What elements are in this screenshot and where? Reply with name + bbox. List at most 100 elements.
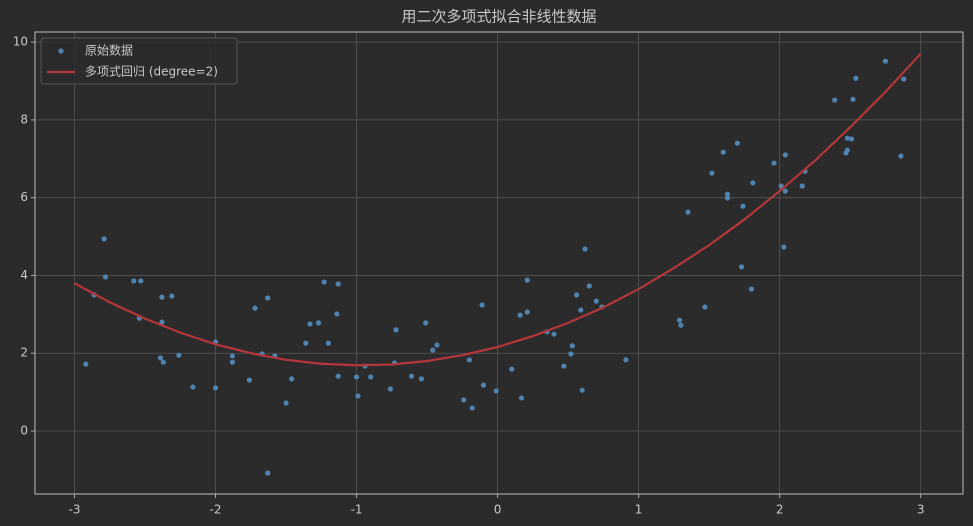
legend-marker [58, 48, 64, 54]
point [678, 322, 684, 328]
point [289, 376, 295, 382]
point [782, 152, 788, 158]
y-tick-label: 2 [20, 346, 28, 360]
point [138, 278, 144, 284]
legend-label: 原始数据 [85, 43, 133, 58]
chart-title: 用二次多项式拟合非线性数据 [401, 8, 596, 26]
point [157, 355, 164, 361]
point [702, 304, 708, 310]
plot-frame [34, 31, 964, 495]
point [423, 320, 429, 326]
point [720, 149, 726, 155]
point [685, 209, 691, 215]
point [551, 331, 557, 337]
fit-line [73, 53, 922, 367]
point [159, 294, 165, 300]
point [623, 357, 629, 363]
point [734, 140, 740, 146]
point [434, 342, 440, 348]
point [898, 153, 904, 159]
x-tick-label: 1 [635, 503, 643, 517]
point [131, 278, 137, 284]
point [321, 279, 327, 285]
point [832, 97, 838, 103]
point [480, 382, 487, 388]
x-tick-label: -1 [351, 503, 363, 517]
point [334, 311, 340, 317]
point [355, 393, 361, 399]
point [579, 387, 585, 393]
point [853, 75, 859, 81]
point [418, 376, 425, 382]
point [229, 353, 236, 359]
point [393, 327, 399, 333]
point [246, 377, 252, 383]
point [315, 320, 322, 326]
y-tick-label: 8 [20, 112, 28, 126]
point [740, 203, 746, 209]
point [190, 384, 196, 390]
x-tick-label: 2 [776, 503, 784, 517]
point [901, 76, 907, 82]
point [461, 397, 467, 403]
point [176, 352, 182, 358]
point [844, 135, 850, 141]
point [368, 374, 374, 380]
point [748, 286, 755, 292]
x-tick-label: 3 [917, 503, 925, 517]
point [568, 351, 574, 357]
point [335, 281, 341, 287]
point [169, 293, 175, 299]
point [517, 312, 523, 318]
point [159, 319, 165, 325]
point [781, 244, 787, 250]
point [848, 136, 855, 142]
point [561, 363, 567, 369]
legend-box [40, 37, 238, 85]
point [307, 321, 313, 327]
point [212, 385, 219, 391]
point [850, 96, 856, 102]
point [469, 405, 475, 411]
point [479, 302, 485, 308]
x-tick-label: -3 [69, 503, 81, 517]
point [408, 373, 415, 379]
y-tick-label: 6 [20, 190, 28, 204]
point [493, 388, 499, 394]
point [724, 195, 731, 201]
point [709, 170, 715, 176]
point [252, 305, 258, 311]
point [283, 400, 289, 406]
point [353, 374, 360, 380]
legend-label: 多项式回归 (degree=2) [85, 65, 218, 79]
point [882, 58, 889, 64]
point [578, 307, 584, 313]
point [586, 283, 592, 289]
point [750, 180, 756, 186]
point [771, 160, 777, 166]
point [518, 395, 525, 401]
point [573, 292, 580, 298]
point [582, 246, 588, 252]
point [593, 298, 599, 304]
point [102, 274, 109, 280]
point [101, 236, 107, 242]
point [466, 357, 472, 363]
point [265, 295, 271, 301]
point [387, 386, 394, 392]
point [303, 340, 309, 346]
point [782, 188, 788, 194]
x-tick-label: -2 [210, 503, 222, 517]
y-tick-label: 10 [13, 35, 28, 49]
point [229, 359, 236, 365]
point [738, 264, 745, 270]
point [430, 347, 436, 353]
point [676, 317, 683, 323]
point [799, 183, 805, 189]
point [83, 361, 89, 367]
point [325, 340, 331, 346]
point [724, 191, 731, 197]
point [844, 147, 850, 153]
